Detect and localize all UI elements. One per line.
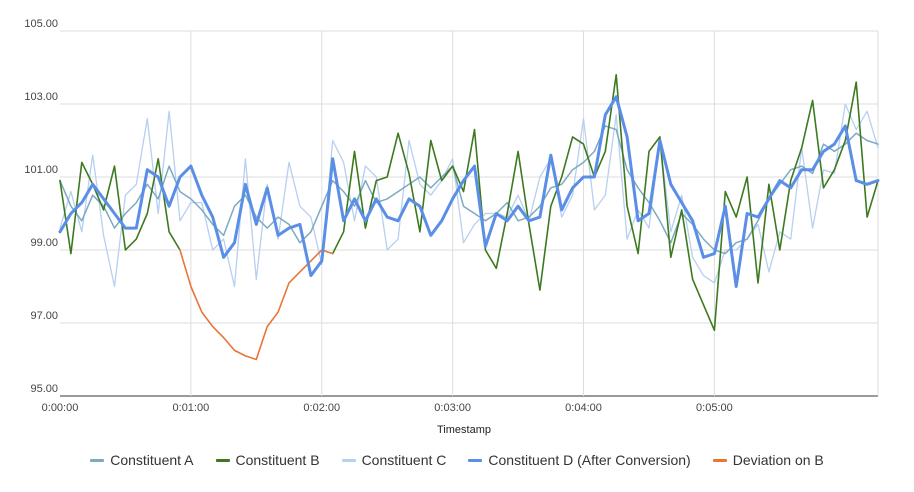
legend-label: Constituent D (After Conversion)	[488, 452, 691, 468]
x-tick-label: 0:01:00	[173, 402, 210, 414]
grid-layer	[60, 30, 879, 397]
series-line-constituent-b	[59, 74, 879, 332]
legend-item: Constituent B	[215, 452, 320, 468]
y-tick-label: 99.00	[30, 237, 58, 249]
x-tick-label: 0:03:00	[434, 402, 471, 414]
legend-label: Constituent A	[110, 452, 194, 468]
y-tick-label: 105.00	[24, 18, 58, 30]
legend-item: Constituent A	[90, 452, 194, 468]
legend: Constituent A Constituent B Constituent C C…	[0, 452, 914, 468]
y-tick-label: 103.00	[24, 91, 58, 103]
x-axis-title: Timestamp	[437, 424, 491, 436]
legend-swatch	[468, 458, 483, 462]
legend-item: Constituent C	[341, 452, 447, 468]
tick-layer: 95.00 97.00 99.00 101.00 103.00 105.00 0:00:00…	[24, 18, 732, 414]
y-tick-label: 95.00	[30, 383, 58, 395]
legend-swatch	[712, 458, 727, 462]
legend-item: Constituent D (After Conversion)	[468, 452, 691, 468]
legend-label: Constituent B	[235, 452, 320, 468]
series-layer	[58, 74, 880, 361]
legend-swatch	[341, 458, 356, 462]
legend-swatch	[90, 458, 105, 462]
x-tick-label: 0:04:00	[565, 402, 602, 414]
x-tick-label: 0:02:00	[303, 402, 340, 414]
legend-swatch	[215, 458, 230, 462]
legend-item: Deviation on B	[712, 452, 824, 468]
series-line-constituent-d-after-conversion	[58, 95, 880, 288]
legend-label: Deviation on B	[732, 452, 824, 468]
y-tick-label: 97.00	[30, 310, 58, 322]
x-tick-label: 0:00:00	[42, 402, 79, 414]
y-tick-label: 101.00	[24, 164, 58, 176]
legend-label: Constituent C	[361, 452, 447, 468]
line-chart: 95.00 97.00 99.00 101.00 103.00 105.00 0:00:00…	[24, 18, 880, 436]
x-tick-label: 0:05:00	[696, 402, 733, 414]
